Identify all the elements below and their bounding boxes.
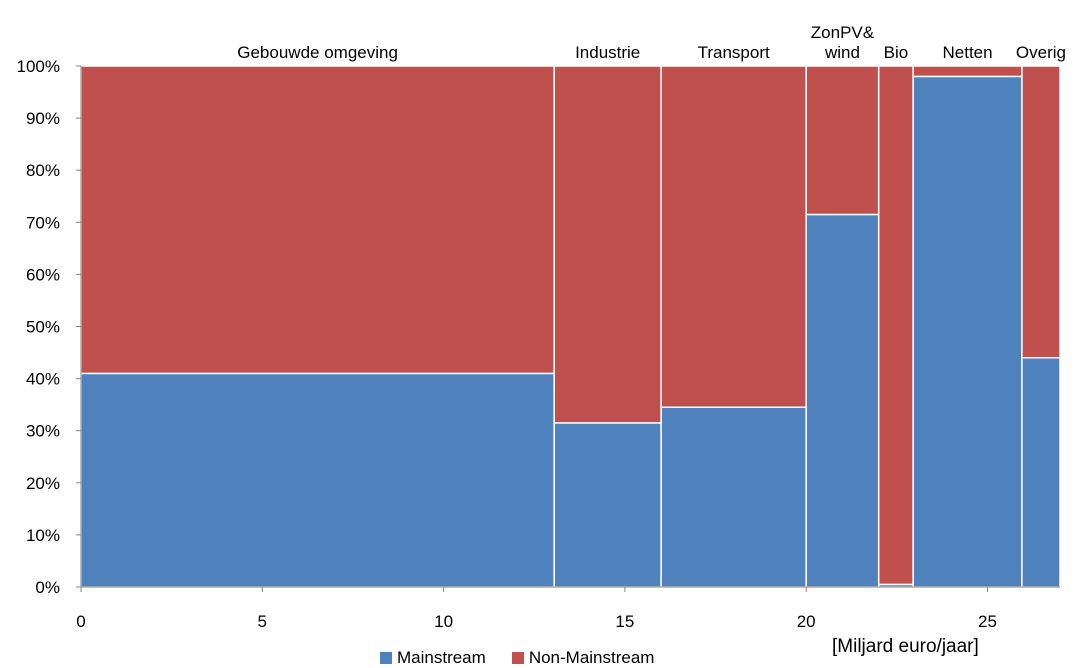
category-label-overig: Overig (1016, 43, 1066, 62)
category-label-line: Transport (698, 43, 770, 62)
legend-swatch-mainstream (380, 652, 392, 664)
x-axis-unit-label: [Miljard euro/jaar] (832, 636, 979, 657)
y-tick-label: 20% (26, 474, 60, 493)
category-labels-group: Gebouwde omgeving Industrie Transport ZonPV… (237, 23, 1066, 62)
category-label-bio: Bio (884, 43, 909, 62)
bar-non-mainstream-bio (877, 65, 914, 586)
bar-non-mainstream-zonpv-wind (805, 65, 880, 216)
category-label-line: Bio (884, 43, 909, 62)
bar-non-mainstream-industrie (553, 65, 662, 424)
y-tick-label: 10% (26, 526, 60, 545)
bar-mainstream-gebouwde-omgeving (80, 372, 555, 588)
bar-non-mainstream-overig (1021, 65, 1061, 359)
y-tick-label: 30% (26, 422, 60, 441)
category-label-transport: Transport (698, 43, 770, 62)
bar-non-mainstream-netten (912, 65, 1023, 78)
legend-item-non-mainstream: Non-Mainstream (511, 648, 655, 668)
category-label-line: ZonPV& (811, 23, 875, 42)
y-tick-label: 50% (26, 318, 60, 337)
category-label-line: wind (824, 43, 860, 62)
category-label-zonpv-wind: ZonPV& wind (811, 23, 875, 62)
y-tick-label: 40% (26, 370, 60, 389)
category-label-line: Gebouwde omgeving (237, 43, 398, 62)
category-label-industrie: Industrie (575, 43, 640, 62)
bar-mainstream-overig (1021, 357, 1061, 588)
category-label-netten: Netten (942, 43, 992, 62)
legend-swatch-non-mainstream (511, 652, 524, 664)
legend: Mainstream Non-Mainstream (380, 648, 680, 668)
y-tick-label: 100% (17, 57, 60, 76)
x-tick-label: 15 (615, 612, 634, 631)
bar-mainstream-industrie (553, 422, 662, 588)
category-label-line: Overig (1016, 43, 1066, 62)
y-tick-label: 0% (35, 578, 60, 597)
category-label-line: Netten (942, 43, 992, 62)
x-tick-label: 20 (797, 612, 816, 631)
x-tick-label: 5 (258, 612, 267, 631)
bar-mainstream-transport (660, 406, 807, 588)
category-label-line: Industrie (575, 43, 640, 62)
y-tick-label: 70% (26, 213, 60, 232)
bar-mainstream-netten (912, 75, 1023, 588)
x-tick-label: 0 (76, 612, 85, 631)
bar-mainstream-zonpv-wind (805, 213, 880, 588)
x-tick-label: 10 (434, 612, 453, 631)
legend-label-mainstream: Mainstream (397, 648, 486, 667)
bar-non-mainstream-gebouwde-omgeving (80, 65, 555, 375)
x-tick-label: 25 (978, 612, 997, 631)
y-tick-label: 60% (26, 265, 60, 284)
y-tick-label: 90% (26, 109, 60, 128)
bar-non-mainstream-transport (660, 65, 807, 409)
category-label-gebouwde-omgeving: Gebouwde omgeving (237, 43, 398, 62)
axes-group: 0% 10% 20% 30% 40% 50% 60% 70% 80% 90% 100% 0 5 10 15 2… (17, 57, 1060, 631)
bars-group (80, 65, 1061, 588)
y-tick-label: 80% (26, 161, 60, 180)
legend-label-non-mainstream: Non-Mainstream (528, 648, 655, 667)
legend-item-mainstream: Mainstream (380, 648, 486, 668)
